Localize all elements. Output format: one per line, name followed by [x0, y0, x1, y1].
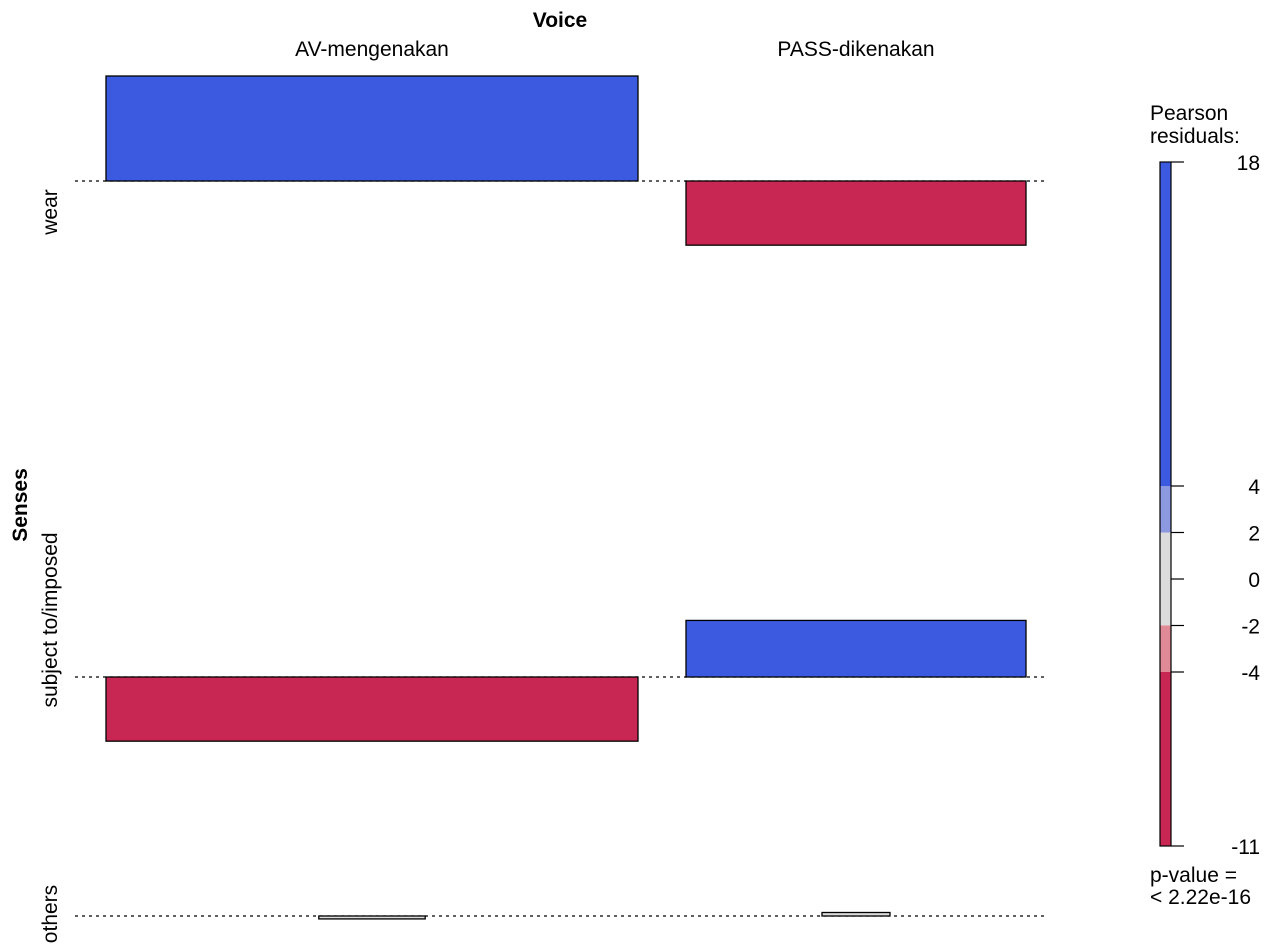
legend-segment-3 — [1160, 625, 1171, 672]
legend-tick-label-3: 0 — [1248, 569, 1260, 592]
row-variable-label: Senses — [9, 468, 32, 542]
residual-bars — [105, 75, 1027, 920]
row-baselines — [75, 180, 1045, 917]
column-variable-label: Voice — [533, 9, 587, 32]
row-label-others: others — [39, 885, 62, 943]
legend-border — [1159, 161, 1172, 847]
legend-segment-1 — [1160, 486, 1171, 533]
legend-segment-4 — [1160, 672, 1171, 846]
legend: Pearson residuals: 18 4 2 0 -2 -4 -11 p-value … — [1150, 102, 1260, 909]
row-label-subject-to-imposed: subject to/imposed — [39, 532, 62, 707]
row-label-wear: wear — [39, 189, 62, 236]
bar-others-av-mengenakan — [318, 915, 426, 920]
legend-tick-label-5: -4 — [1241, 662, 1260, 685]
bar-subject-to-imposed-pass-dikenakan — [685, 619, 1027, 678]
bar-wear-av-mengenakan — [105, 75, 639, 182]
legend-color-scale — [1159, 161, 1172, 847]
legend-tick-label-6: -11 — [1231, 836, 1260, 859]
legend-segment-2 — [1160, 532, 1171, 626]
legend-segment-0 — [1160, 162, 1171, 486]
bar-subject-to-imposed-av-mengenakan — [105, 676, 639, 742]
legend-title-line2: residuals: — [1150, 125, 1240, 148]
column-label-av-mengenakan: AV-mengenakan — [295, 38, 449, 61]
p-value-label: p-value = — [1150, 864, 1237, 887]
legend-title-line1: Pearson — [1150, 102, 1228, 125]
legend-tick-label-1: 4 — [1248, 476, 1260, 499]
legend-tick-label-0: 18 — [1237, 152, 1260, 175]
legend-tick-label-4: -2 — [1241, 616, 1260, 639]
bar-others-pass-dikenakan — [821, 911, 891, 917]
legend-tick-label-2: 2 — [1248, 523, 1260, 546]
legend-ticks: 18 4 2 0 -2 -4 -11 — [1171, 152, 1260, 859]
p-value-value: < 2.22e-16 — [1150, 886, 1251, 909]
column-label-pass-dikenakan: PASS-dikenakan — [777, 38, 934, 61]
bar-wear-pass-dikenakan — [685, 180, 1027, 246]
